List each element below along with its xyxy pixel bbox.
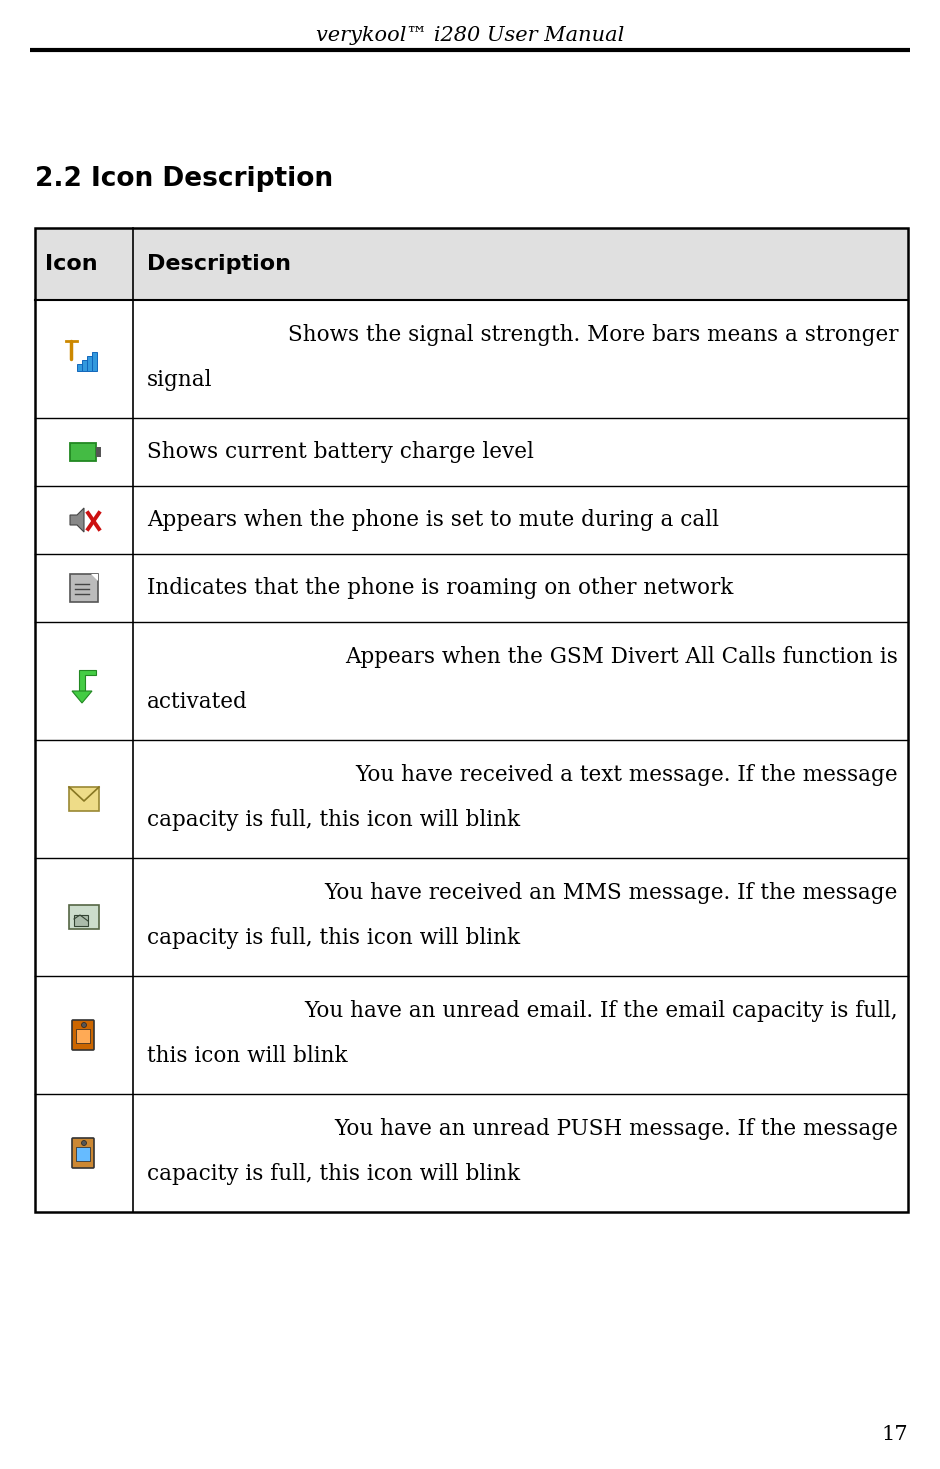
Polygon shape [70,508,84,532]
Text: capacity is full, this icon will blink: capacity is full, this icon will blink [147,1163,520,1185]
Text: You have received an MMS message. If the message: You have received an MMS message. If the… [324,883,898,905]
FancyBboxPatch shape [72,1138,94,1168]
FancyBboxPatch shape [72,1019,94,1050]
Text: You have received a text message. If the message: You have received a text message. If the… [355,764,898,786]
Text: capacity is full, this icon will blink: capacity is full, this icon will blink [147,927,520,949]
Text: Appears when the phone is set to mute during a call: Appears when the phone is set to mute du… [147,508,719,530]
Bar [76,1147,90,1161]
Text: this icon will blink: this icon will blink [147,1046,348,1068]
Polygon shape [72,690,92,704]
Text: Shows the signal strength. More bars means a stronger: Shows the signal strength. More bars mea… [288,325,898,347]
Bar [76,1028,90,1043]
Bar [35,228,908,1212]
Text: Description: Description [147,254,291,275]
Text: You have an unread email. If the email capacity is full,: You have an unread email. If the email c… [305,1000,898,1022]
Text: Appears when the GSM Divert All Calls function is: Appears when the GSM Divert All Calls fu… [345,646,898,668]
Polygon shape [91,574,98,582]
Text: You have an unread PUSH message. If the message: You have an unread PUSH message. If the … [334,1118,898,1140]
Circle shape [82,1140,86,1146]
Bar [76,364,82,372]
Text: 17: 17 [882,1425,908,1444]
Text: signal: signal [147,369,212,391]
Text: activated: activated [147,692,248,714]
Bar [86,355,91,372]
Text: Indicates that the phone is roaming on other network: Indicates that the phone is roaming on o… [147,577,733,599]
Bar [70,444,96,461]
Polygon shape [79,670,96,695]
Text: capacity is full, this icon will blink: capacity is full, this icon will blink [147,809,520,831]
Text: 2.2 Icon Description: 2.2 Icon Description [35,166,333,192]
Bar [35,228,908,300]
Bar [70,574,98,602]
Bar [91,353,97,372]
Text: verykool™ i280 User Manual: verykool™ i280 User Manual [316,26,624,46]
Bar [96,447,101,457]
Bar [74,915,88,925]
Text: Shows current battery charge level: Shows current battery charge level [147,441,534,463]
Bar [82,360,86,372]
Bar [69,787,99,811]
Text: Icon: Icon [45,254,98,275]
Bar [69,905,99,928]
Circle shape [82,1022,86,1027]
